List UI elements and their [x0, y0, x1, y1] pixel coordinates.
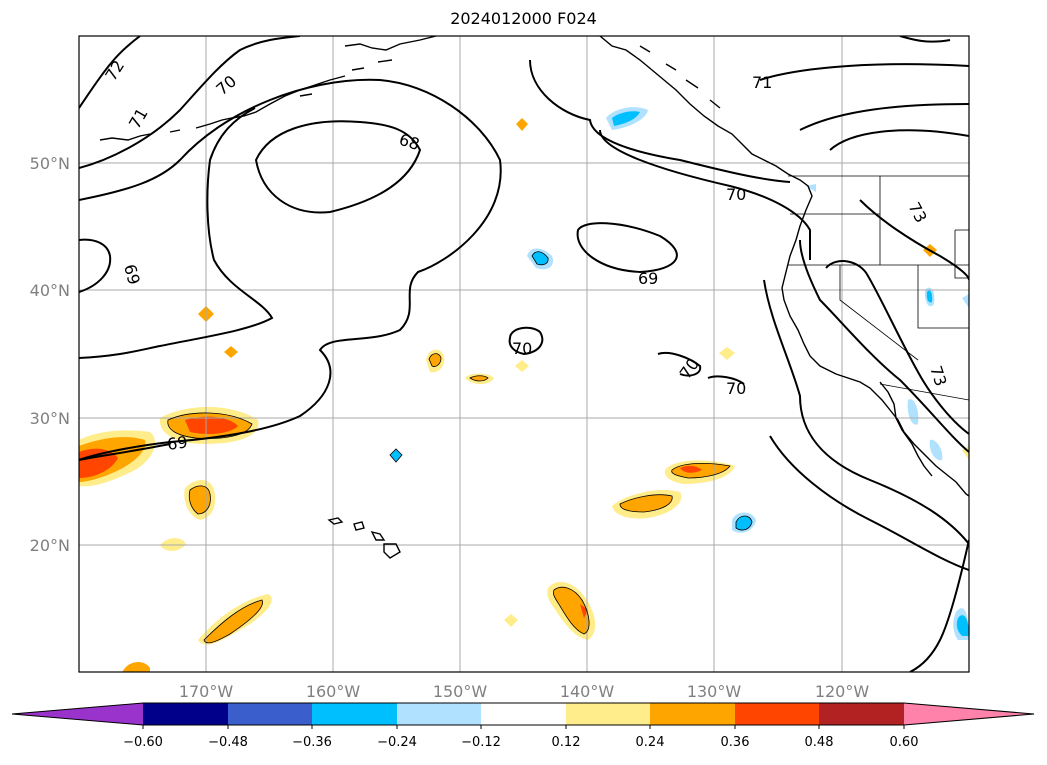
- gridlines: [79, 36, 969, 672]
- map-frame: [78, 35, 970, 673]
- contour-label: 72: [101, 57, 128, 84]
- contour-label: 73: [904, 199, 930, 226]
- colorbar-tick-label: −0.36: [292, 735, 332, 750]
- colorbar-extend-right: [904, 703, 1034, 725]
- coastlines: [99, 36, 969, 559]
- shaded-fields: [79, 107, 969, 672]
- political-borders: [788, 175, 969, 401]
- shading-outlines: [167, 251, 753, 644]
- colorbar-tick-label: 0.36: [721, 735, 750, 750]
- contour-label: 68: [397, 130, 422, 154]
- lat-label-20: 20°N: [30, 536, 70, 555]
- colorbar-segment: [735, 703, 820, 725]
- contour-lines: [79, 36, 969, 672]
- contour-label: 71: [752, 73, 772, 92]
- lon-label-120w: 120°W: [815, 682, 870, 701]
- colorbar-tick-label: −0.48: [208, 735, 248, 750]
- contour-labels: 72 71 70 68 71 69 70 69 70 70 73 69 70 7…: [101, 57, 950, 454]
- colorbar-segment: [566, 703, 651, 725]
- colorbar-tick-label: 0.48: [805, 735, 834, 750]
- lon-label-150w: 150°W: [433, 682, 488, 701]
- colorbar-tick-label: −0.12: [461, 735, 501, 750]
- lon-label-140w: 140°W: [560, 682, 615, 701]
- lon-label-170w: 170°W: [179, 682, 234, 701]
- colorbar-tick-label: −0.60: [123, 735, 163, 750]
- lon-label-130w: 130°W: [687, 682, 742, 701]
- colorbar-segment: [228, 703, 313, 725]
- colorbar-segment: [397, 703, 482, 725]
- colorbar-tick-marks: [142, 725, 905, 729]
- map-axes: 72 71 70 68 71 69 70 69 70 70 73 69 70 7…: [30, 35, 970, 701]
- lon-label-160w: 160°W: [306, 682, 361, 701]
- colorbar-segment: [650, 703, 735, 725]
- colorbar-tick-label: 0.12: [552, 735, 581, 750]
- colorbar-segment: [819, 703, 904, 725]
- map-title: 2024012000 F024: [450, 9, 597, 28]
- contour-label: 70: [212, 71, 240, 99]
- contour-label: 70: [726, 185, 746, 204]
- contour-label: 70: [512, 339, 532, 358]
- colorbar-tick-label: 0.60: [890, 735, 919, 750]
- lat-label-40: 40°N: [30, 281, 70, 300]
- lat-label-30: 30°N: [30, 409, 70, 428]
- contour-label: 71: [125, 105, 152, 132]
- contour-label: 69: [638, 269, 658, 288]
- contour-label: 69: [120, 262, 144, 287]
- contour-label: 70: [726, 379, 746, 398]
- colorbar-tick-label: −0.24: [377, 735, 417, 750]
- longitude-labels: 170°W 160°W 150°W 140°W 130°W 120°W: [179, 682, 870, 701]
- colorbar: −0.60 −0.48 −0.36 −0.24 −0.12 0.12 0.24 …: [11, 702, 1035, 750]
- lat-label-50: 50°N: [30, 154, 70, 173]
- colorbar-segment: [143, 703, 228, 725]
- colorbar-segment: [312, 703, 397, 725]
- contour-label: 70: [676, 355, 703, 383]
- colorbar-tick-labels: −0.60 −0.48 −0.36 −0.24 −0.12 0.12 0.24 …: [123, 735, 918, 750]
- colorbar-segment: [481, 703, 566, 725]
- contour-label: 69: [166, 432, 189, 454]
- contour-label: 73: [926, 363, 950, 388]
- colorbar-extend-left: [12, 703, 143, 725]
- colorbar-tick-label: 0.24: [636, 735, 665, 750]
- latitude-labels: 50°N 40°N 30°N 20°N: [30, 154, 70, 555]
